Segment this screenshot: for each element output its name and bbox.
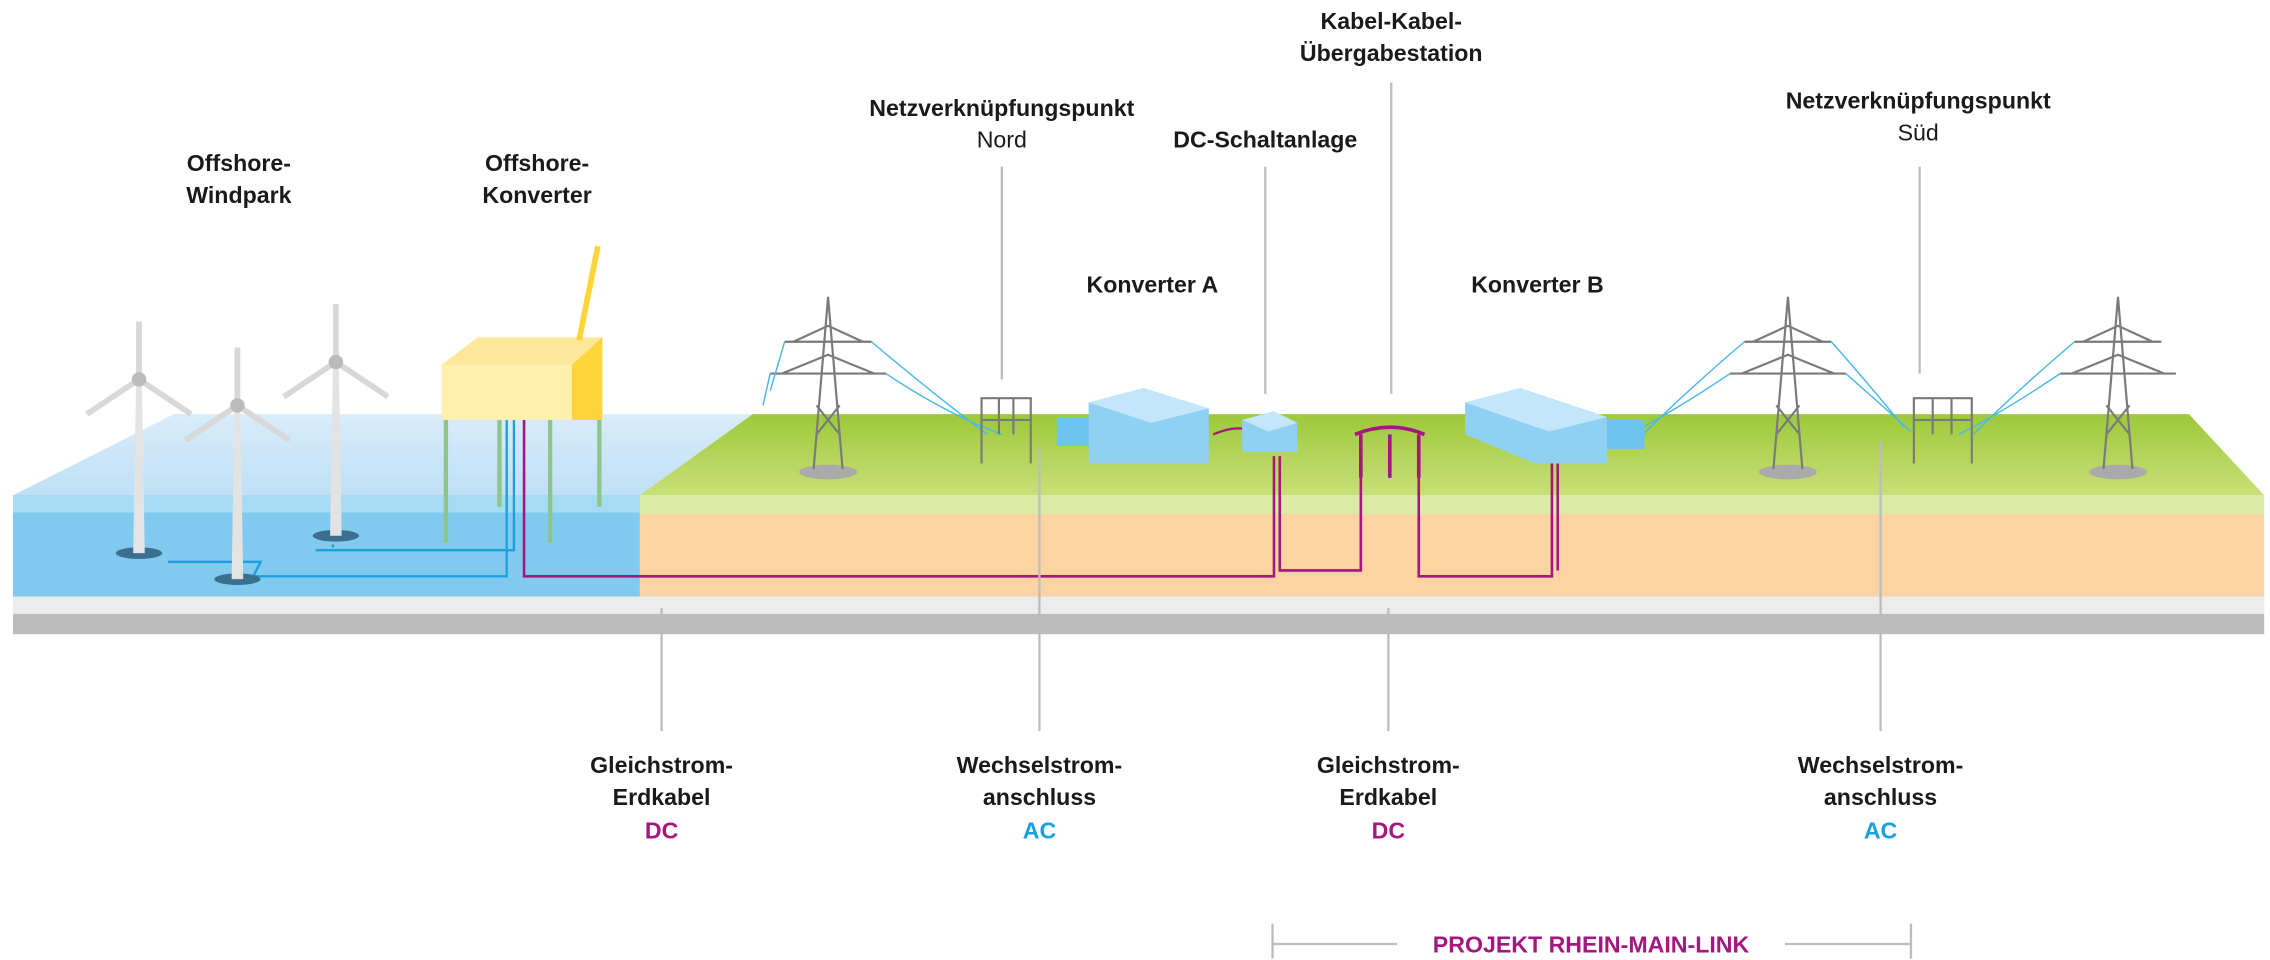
label: anschluss (983, 784, 1096, 810)
label: DC (645, 817, 679, 843)
label: DC-Schaltanlage (1173, 127, 1357, 153)
label: Windpark (186, 182, 291, 208)
label: Erdkabel (1339, 784, 1437, 810)
label: Süd (1898, 120, 1939, 146)
label: AC (1023, 817, 1057, 843)
label: Wechselstrom- (1798, 752, 1964, 778)
diagram: Offshore- Windpark Offshore- Konverter N… (0, 0, 2270, 960)
label: Konverter B (1471, 272, 1604, 298)
label: Offshore- (187, 150, 291, 176)
label: Gleichstrom- (1317, 752, 1460, 778)
label: Netzverknüpfungspunkt (1786, 88, 2051, 114)
label: AC (1864, 817, 1898, 843)
label: Konverter A (1087, 272, 1219, 298)
label: Gleichstrom- (590, 752, 733, 778)
label: DC (1372, 817, 1406, 843)
label: Offshore- (485, 150, 589, 176)
label: Wechselstrom- (957, 752, 1123, 778)
page: Offshore- Windpark Offshore- Konverter N… (0, 0, 2270, 960)
label: Konverter (482, 182, 591, 208)
label: Übergabestation (1300, 40, 1483, 66)
label: Netzverknüpfungspunkt (869, 95, 1134, 121)
label: Kabel-Kabel- (1320, 8, 1462, 34)
label: Nord (977, 127, 1027, 153)
top-labels: Offshore- Windpark Offshore- Konverter N… (186, 8, 2051, 297)
project-label: PROJEKT RHEIN-MAIN-LINK (1433, 932, 1750, 958)
label: anschluss (1824, 784, 1937, 810)
bottom-labels: Gleichstrom- Erdkabel DC Wechselstrom- a… (590, 752, 1963, 958)
label: Erdkabel (613, 784, 711, 810)
